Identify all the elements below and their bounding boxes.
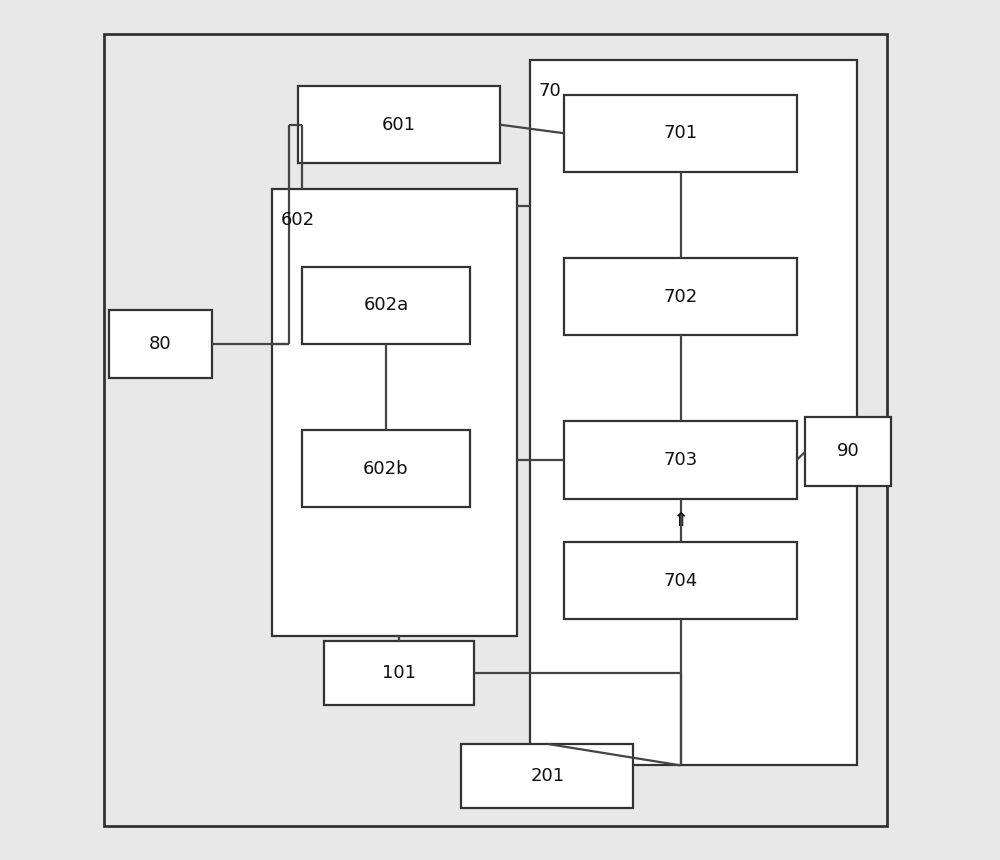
Bar [461, 744, 633, 808]
Text: 701: 701 [664, 125, 698, 142]
Bar [324, 641, 474, 705]
Text: 703: 703 [663, 452, 698, 469]
Bar [564, 258, 797, 335]
Bar [564, 421, 797, 499]
Bar [302, 430, 470, 507]
Text: 601: 601 [382, 116, 416, 133]
Text: 90: 90 [837, 443, 860, 460]
Text: 702: 702 [663, 288, 698, 305]
Bar [109, 310, 212, 378]
Text: ⇑: ⇑ [672, 511, 689, 530]
Bar [298, 86, 500, 163]
Text: 201: 201 [530, 767, 564, 785]
Text: 602: 602 [281, 211, 315, 229]
Text: 70: 70 [539, 82, 561, 100]
Bar [564, 95, 797, 172]
Bar [302, 267, 470, 344]
Bar [564, 542, 797, 619]
Text: 80: 80 [149, 335, 172, 353]
Bar [530, 60, 857, 765]
Text: 602a: 602a [363, 297, 409, 314]
Text: 704: 704 [663, 572, 698, 589]
Text: 101: 101 [382, 664, 416, 682]
Bar [272, 189, 517, 636]
Text: 602b: 602b [363, 460, 409, 477]
Bar [805, 417, 891, 486]
